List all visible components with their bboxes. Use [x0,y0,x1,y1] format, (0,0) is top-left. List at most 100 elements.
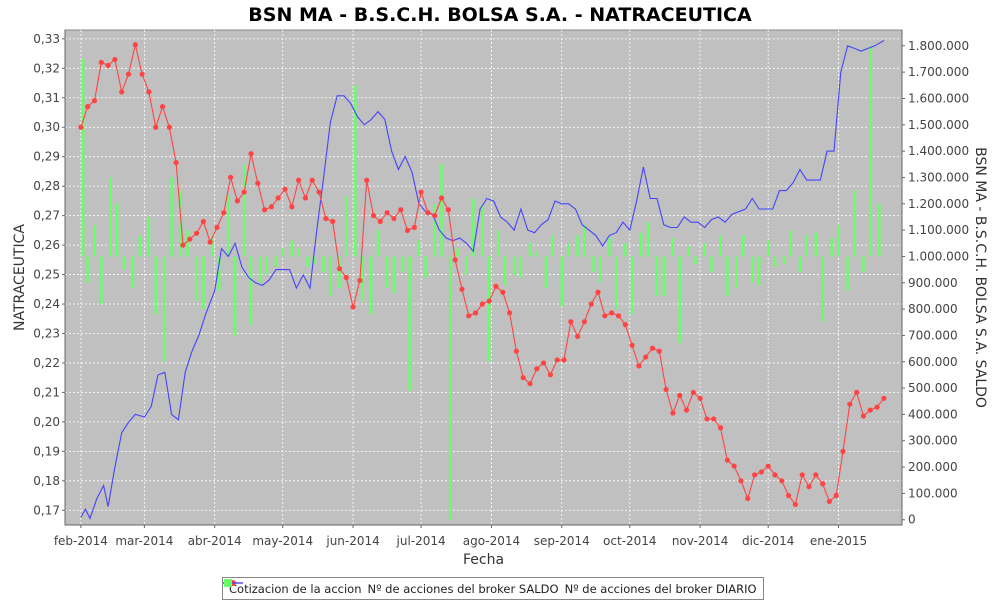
point-price [248,151,254,157]
point-price [132,42,138,48]
point-price [840,448,846,454]
point-price [636,363,642,369]
line-saldo [80,40,885,520]
tick-label-y-right: 100.000 [908,486,958,500]
tick-label-y-left: 0,31 [33,91,60,105]
tick-label-y-right: 1.100.000 [908,223,969,237]
tick-label-y-right: 1.600.000 [908,91,969,105]
tick-label-y-left: 0,18 [33,474,60,488]
bar-diario [614,256,618,310]
bar-diario [100,256,103,304]
point-price [139,71,145,77]
tick-label-y-left: 0,33 [33,32,60,46]
tick-label-y-right: 400.000 [908,407,958,421]
point-price [561,357,567,363]
x-axis-label: Fecha [463,552,504,568]
point-price [411,224,417,231]
bar-diario [290,240,294,257]
bar-diario [599,256,602,283]
tick-label-x: mar-2014 [115,534,173,548]
bar-diario [81,58,85,257]
tick-label-y-left: 0,21 [33,385,60,399]
chart-title: BSN MA - B.S.C.H. BOLSA S.A. - NATRACEUT… [248,4,752,26]
point-price [670,410,676,416]
point-price [704,416,710,422]
point-price [323,215,329,222]
y-axis-label-left: NATRACEUTICA [12,224,28,331]
bar-diario [218,256,221,291]
bar-diario [115,203,119,257]
point-price [649,345,656,351]
point-price [125,71,132,77]
bar-diario [814,232,818,257]
point-price [357,277,363,284]
point-price [98,59,104,66]
point-price [153,124,159,130]
y-axis-label-right: BSN MA - B.S.C.H. BOLSA S.A. SALDO [972,147,988,408]
bar-diario [662,256,666,296]
point-price [826,498,833,505]
point-price [438,195,445,201]
point-price [690,389,696,396]
tick-label-y-left: 0,27 [33,209,60,223]
bar-diario [837,224,840,257]
point-price [758,469,764,475]
bar-diario [360,256,364,302]
bar-diario [567,243,570,257]
bar-diario [345,195,348,257]
bar-diario [878,203,881,257]
tick-label-y-left: 0,17 [33,503,60,517]
point-price [581,319,588,325]
bar-diario [757,256,761,286]
tick-label-y-left: 0,29 [33,150,60,164]
bar-diario [354,85,357,257]
point-price [432,213,438,219]
bar-diario [503,256,507,286]
bar-diario [408,256,411,391]
point-price [418,189,424,195]
bar-diario [782,256,786,265]
point-price [643,354,649,360]
point-price [806,484,812,490]
point-price [541,360,547,366]
bar-diario [869,45,872,257]
point-price [717,425,724,431]
point-price [765,463,771,469]
bar-diario [487,256,491,362]
bar-diario [655,256,659,296]
bar-diario [465,256,468,275]
point-price [772,472,778,478]
bar-diario [265,256,269,275]
point-price [302,195,309,201]
point-price [506,310,513,316]
bar-diario [481,203,484,257]
bar-diario [678,256,681,344]
point-price [724,457,730,463]
point-price [85,104,91,110]
bar-diario [551,235,554,257]
point-price [316,189,322,195]
bar-diario [440,164,443,257]
bar-diario [370,256,373,315]
bar-diario [122,256,126,270]
point-price [683,407,690,413]
point-price [234,198,240,204]
tick-label-x: sep-2014 [534,534,590,548]
tick-label-y-right: 200.000 [908,460,958,474]
bar-diario [583,224,586,257]
bar-diario [227,195,230,257]
bar-diario [338,256,341,289]
point-price [377,218,383,225]
point-price [738,478,744,484]
point-price [656,348,662,354]
point-price [343,274,349,281]
bar-diario [862,256,865,273]
tick-label-y-right: 0 [908,513,916,527]
bar-diario [687,245,690,257]
tick-label-y-right: 500.000 [908,381,958,395]
bar-diario [710,256,713,273]
point-price [370,213,377,219]
point-price [262,207,268,213]
point-price [711,416,717,422]
bar-diario [805,235,808,257]
